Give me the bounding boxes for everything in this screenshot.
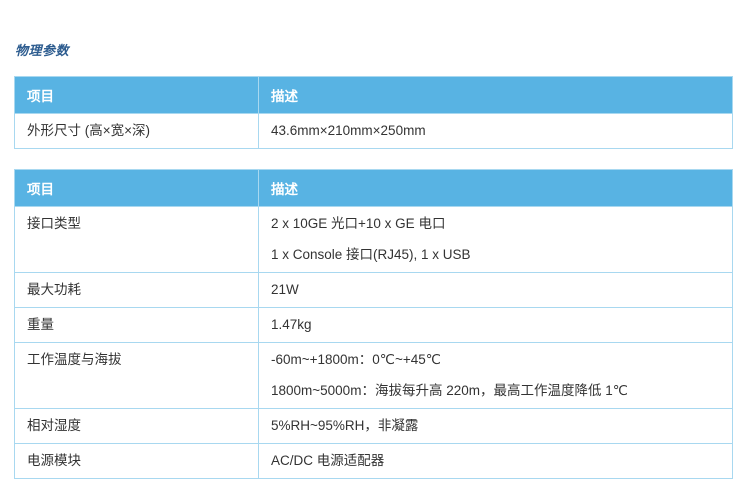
table-row-interface-type: 接口类型 2 x 10GE 光口+10 x GE 电口 1 x Console … [14,206,733,273]
column-header-item: 项目 [14,169,259,207]
table-header-row: 项目 描述 [14,76,733,114]
desc-line: 21W [271,282,299,297]
row-item-label: 工作温度与海拔 [14,342,259,409]
desc-line: 1800m~5000m：海拔每升高 220m，最高工作温度降低 1℃ [271,383,628,398]
row-desc-cell: 21W [258,272,733,308]
row-item-label: 电源模块 [14,443,259,479]
desc-line: 43.6mm×210mm×250mm [271,123,426,138]
desc-line: -60m~+1800m：0℃~+45℃ [271,352,441,367]
table-row-humidity: 相对湿度 5%RH~95%RH，非凝露 [14,408,733,444]
row-item-label: 最大功耗 [14,272,259,308]
table-row: 外形尺寸 (高×宽×深) 43.6mm×210mm×250mm [14,113,733,149]
physical-specs-table: 项目 描述 接口类型 2 x 10GE 光口+10 x GE 电口 1 x Co… [14,169,733,479]
column-header-desc: 描述 [258,76,733,114]
table-row-weight: 重量 1.47kg [14,307,733,343]
row-item-label: 相对湿度 [14,408,259,444]
table-row-temperature-altitude: 工作温度与海拔 -60m~+1800m：0℃~+45℃ 1800m~5000m：… [14,342,733,409]
row-desc-cell: 43.6mm×210mm×250mm [258,113,733,149]
row-desc-cell: 2 x 10GE 光口+10 x GE 电口 1 x Console 接口(RJ… [258,206,733,273]
desc-line: 1 x Console 接口(RJ45), 1 x USB [271,247,471,262]
column-header-desc: 描述 [258,169,733,207]
table-row-power-module: 电源模块 AC/DC 电源适配器 [14,443,733,479]
row-desc-cell: -60m~+1800m：0℃~+45℃ 1800m~5000m：海拔每升高 22… [258,342,733,409]
column-header-item: 项目 [14,76,259,114]
row-desc-cell: 1.47kg [258,307,733,343]
row-item-label: 重量 [14,307,259,343]
row-item-label: 接口类型 [14,206,259,273]
row-item-label: 外形尺寸 (高×宽×深) [14,113,259,149]
table-header-row: 项目 描述 [14,169,733,207]
section-title: 物理参数 [15,43,70,58]
row-desc-cell: 5%RH~95%RH，非凝露 [258,408,733,444]
desc-line: 1.47kg [271,317,312,332]
desc-line: AC/DC 电源适配器 [271,453,385,468]
desc-line: 2 x 10GE 光口+10 x GE 电口 [271,216,446,231]
desc-line: 5%RH~95%RH，非凝露 [271,418,419,433]
dimensions-table: 项目 描述 外形尺寸 (高×宽×深) 43.6mm×210mm×250mm [14,76,733,149]
row-desc-cell: AC/DC 电源适配器 [258,443,733,479]
bottom-spacer [14,479,732,494]
table-row-max-power: 最大功耗 21W [14,272,733,308]
